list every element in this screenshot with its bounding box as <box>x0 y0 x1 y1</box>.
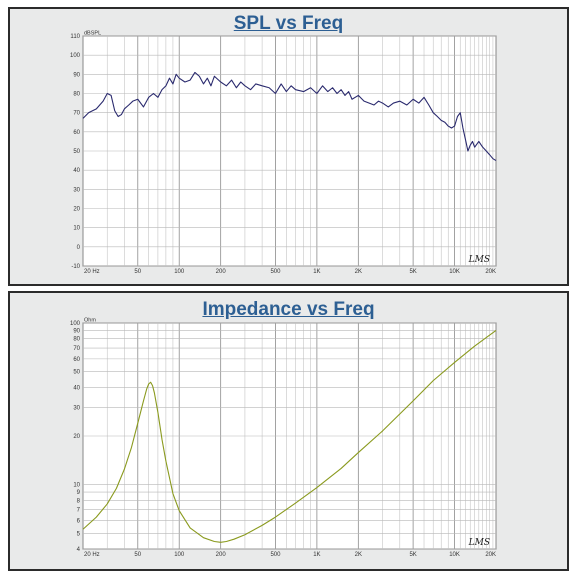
imp-y-tick-label: 80 <box>73 337 80 343</box>
imp-x-tick-label: 100 <box>174 552 185 558</box>
imp-y-tick-label: 10 <box>73 483 80 489</box>
spl-y-tick-label: -10 <box>71 264 80 270</box>
spl-y-tick-label: 80 <box>73 92 80 98</box>
spl-x-tick-label: 20 Hz <box>84 269 100 275</box>
imp-y-axis-label: Ohm <box>84 318 96 324</box>
imp-y-tick-label: 30 <box>73 406 80 412</box>
imp-x-tick-label: 1K <box>313 552 320 558</box>
imp-y-tick-label: 20 <box>73 434 80 440</box>
imp-x-tick-label: 200 <box>216 552 227 558</box>
spl-x-tick-label: 100 <box>174 269 185 275</box>
impedance-chart-title: Impedance vs Freq <box>202 299 375 320</box>
imp-y-tick-label: 8 <box>77 498 81 504</box>
imp-x-tick-label: 20K <box>485 552 496 558</box>
imp-y-tick-label: 6 <box>77 519 81 525</box>
imp-series-line <box>82 329 497 543</box>
spl-x-tick-label: 200 <box>216 269 227 275</box>
imp-watermark: LMS <box>468 538 490 548</box>
imp-x-tick-label: 5K <box>409 552 416 558</box>
spl-x-tick-label: 5K <box>409 269 416 275</box>
spl-y-tick-label: 30 <box>73 187 80 193</box>
spl-y-tick-label: 50 <box>73 149 80 155</box>
spl-y-axis-label: dBSPL <box>84 31 101 37</box>
spl-x-tick-label: 1K <box>313 269 320 275</box>
imp-x-tick-label: 500 <box>270 552 281 558</box>
spl-y-tick-label: 60 <box>73 130 80 136</box>
imp-y-tick-label: 7 <box>77 508 81 514</box>
imp-y-tick-label: 70 <box>73 346 80 352</box>
spl-x-tick-label: 50 <box>134 269 141 275</box>
spl-chart-title: SPL vs Freq <box>233 13 344 34</box>
imp-y-tick-label: 60 <box>73 357 80 363</box>
imp-y-tick-label: 40 <box>73 385 80 391</box>
imp-x-tick-label: 50 <box>134 552 141 558</box>
spl-series-line <box>82 71 497 162</box>
spl-y-tick-label: 110 <box>70 34 80 40</box>
imp-y-tick-label: 50 <box>73 370 80 376</box>
spl-y-tick-label: 20 <box>73 207 80 213</box>
imp-y-tick-label: 5 <box>77 531 81 537</box>
imp-x-tick-label: 2K <box>355 552 362 558</box>
spl-x-tick-label: 20K <box>485 269 496 275</box>
spl-y-tick-label: 100 <box>70 53 81 59</box>
spl-x-tick-label: 2K <box>355 269 362 275</box>
spl-y-tick-label: 90 <box>73 72 80 78</box>
spl-watermark: LMS <box>468 255 490 265</box>
spl-x-tick-label: 500 <box>270 269 281 275</box>
imp-y-tick-label: 9 <box>77 490 81 496</box>
imp-y-tick-label: 90 <box>73 328 80 334</box>
imp-y-tick-label: 100 <box>70 321 81 327</box>
spl-y-tick-label: 40 <box>73 168 80 174</box>
imp-x-tick-label: 20 Hz <box>84 552 100 558</box>
spl-y-tick-label: 0 <box>77 245 81 251</box>
spl-y-tick-label: 10 <box>73 226 80 232</box>
spl-x-tick-label: 10K <box>449 269 460 275</box>
imp-x-tick-label: 10K <box>449 552 460 558</box>
spl-y-tick-label: 70 <box>73 111 80 117</box>
imp-y-tick-label: 4 <box>77 547 81 553</box>
